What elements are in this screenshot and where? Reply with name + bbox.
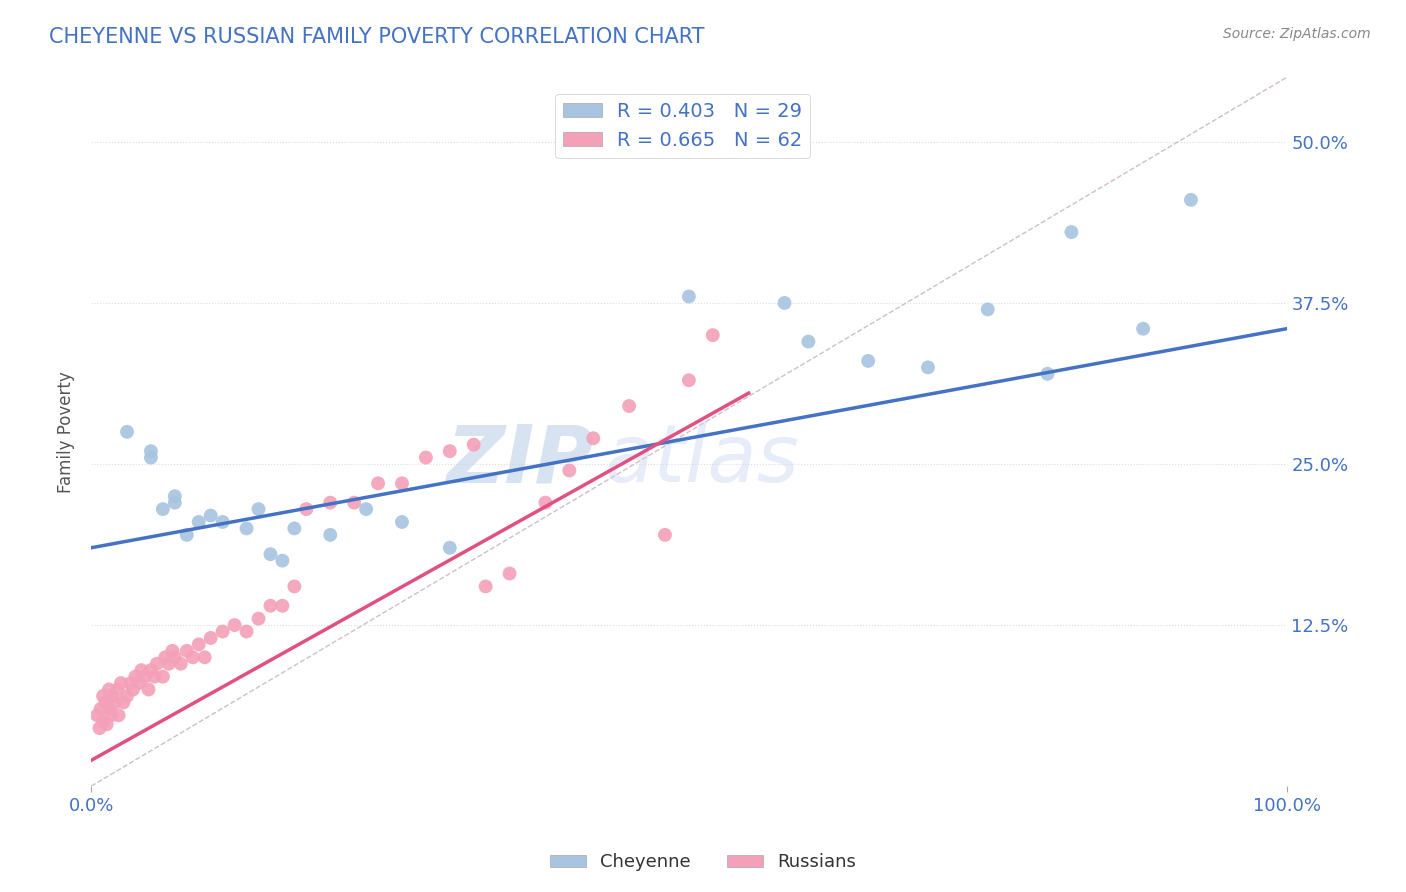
Point bbox=[187, 515, 209, 529]
Point bbox=[138, 682, 160, 697]
Point bbox=[194, 650, 217, 665]
Point bbox=[122, 682, 145, 697]
Point bbox=[259, 547, 281, 561]
Point bbox=[415, 450, 437, 465]
Point bbox=[91, 689, 114, 703]
Point bbox=[89, 721, 111, 735]
Point bbox=[96, 717, 118, 731]
Point bbox=[319, 528, 342, 542]
Point bbox=[283, 579, 305, 593]
Point bbox=[498, 566, 520, 581]
Point bbox=[247, 502, 270, 516]
Text: ZIP: ZIP bbox=[446, 421, 593, 500]
Point bbox=[797, 334, 820, 349]
Point bbox=[176, 528, 198, 542]
Point bbox=[139, 663, 162, 677]
Point bbox=[439, 541, 461, 555]
Point bbox=[224, 618, 246, 632]
Point bbox=[94, 695, 117, 709]
Point bbox=[678, 373, 700, 387]
Point bbox=[463, 438, 485, 452]
Point bbox=[120, 676, 142, 690]
Point bbox=[124, 670, 146, 684]
Point bbox=[211, 624, 233, 639]
Point bbox=[235, 521, 257, 535]
Point bbox=[134, 670, 156, 684]
Point bbox=[534, 496, 557, 510]
Point bbox=[773, 296, 796, 310]
Text: CHEYENNE VS RUSSIAN FAMILY POVERTY CORRELATION CHART: CHEYENNE VS RUSSIAN FAMILY POVERTY CORRE… bbox=[49, 27, 704, 46]
Point bbox=[107, 682, 129, 697]
Point bbox=[211, 515, 233, 529]
Y-axis label: Family Poverty: Family Poverty bbox=[58, 371, 75, 492]
Point bbox=[91, 714, 114, 729]
Point bbox=[917, 360, 939, 375]
Point bbox=[155, 650, 177, 665]
Point bbox=[391, 476, 413, 491]
Point bbox=[1180, 193, 1202, 207]
Point bbox=[1132, 322, 1154, 336]
Point bbox=[654, 528, 676, 542]
Point bbox=[131, 663, 153, 677]
Point bbox=[163, 650, 186, 665]
Point bbox=[162, 644, 184, 658]
Point bbox=[319, 496, 342, 510]
Legend: R = 0.403   N = 29, R = 0.665   N = 62: R = 0.403 N = 29, R = 0.665 N = 62 bbox=[555, 95, 810, 158]
Point bbox=[110, 676, 132, 690]
Point bbox=[235, 624, 257, 639]
Point bbox=[247, 612, 270, 626]
Point bbox=[1036, 367, 1059, 381]
Point bbox=[101, 689, 124, 703]
Point bbox=[128, 676, 150, 690]
Point bbox=[354, 502, 377, 516]
Point bbox=[146, 657, 169, 671]
Point bbox=[678, 289, 700, 303]
Point bbox=[176, 644, 198, 658]
Point bbox=[271, 599, 294, 613]
Point bbox=[104, 695, 127, 709]
Point bbox=[139, 450, 162, 465]
Text: Source: ZipAtlas.com: Source: ZipAtlas.com bbox=[1223, 27, 1371, 41]
Text: atlas: atlas bbox=[605, 421, 800, 500]
Point bbox=[1060, 225, 1083, 239]
Point bbox=[115, 689, 138, 703]
Point bbox=[295, 502, 318, 516]
Point bbox=[856, 354, 879, 368]
Point bbox=[200, 508, 222, 523]
Point bbox=[115, 425, 138, 439]
Point bbox=[86, 708, 108, 723]
Point bbox=[163, 489, 186, 503]
Point bbox=[702, 328, 724, 343]
Point bbox=[617, 399, 640, 413]
Point bbox=[343, 496, 366, 510]
Point bbox=[187, 637, 209, 651]
Point bbox=[391, 515, 413, 529]
Point bbox=[107, 708, 129, 723]
Point bbox=[474, 579, 496, 593]
Point bbox=[143, 670, 166, 684]
Legend: Cheyenne, Russians: Cheyenne, Russians bbox=[543, 847, 863, 879]
Point bbox=[152, 502, 174, 516]
Point bbox=[271, 554, 294, 568]
Point bbox=[163, 496, 186, 510]
Point bbox=[283, 521, 305, 535]
Point bbox=[181, 650, 204, 665]
Point bbox=[90, 702, 112, 716]
Point bbox=[439, 444, 461, 458]
Point bbox=[170, 657, 193, 671]
Point bbox=[558, 463, 581, 477]
Point bbox=[100, 708, 122, 723]
Point bbox=[152, 670, 174, 684]
Point bbox=[98, 682, 121, 697]
Point bbox=[157, 657, 180, 671]
Point bbox=[582, 431, 605, 445]
Point bbox=[200, 631, 222, 645]
Point bbox=[98, 702, 121, 716]
Point bbox=[139, 444, 162, 458]
Point bbox=[112, 695, 135, 709]
Point bbox=[977, 302, 1000, 317]
Point bbox=[367, 476, 389, 491]
Point bbox=[259, 599, 281, 613]
